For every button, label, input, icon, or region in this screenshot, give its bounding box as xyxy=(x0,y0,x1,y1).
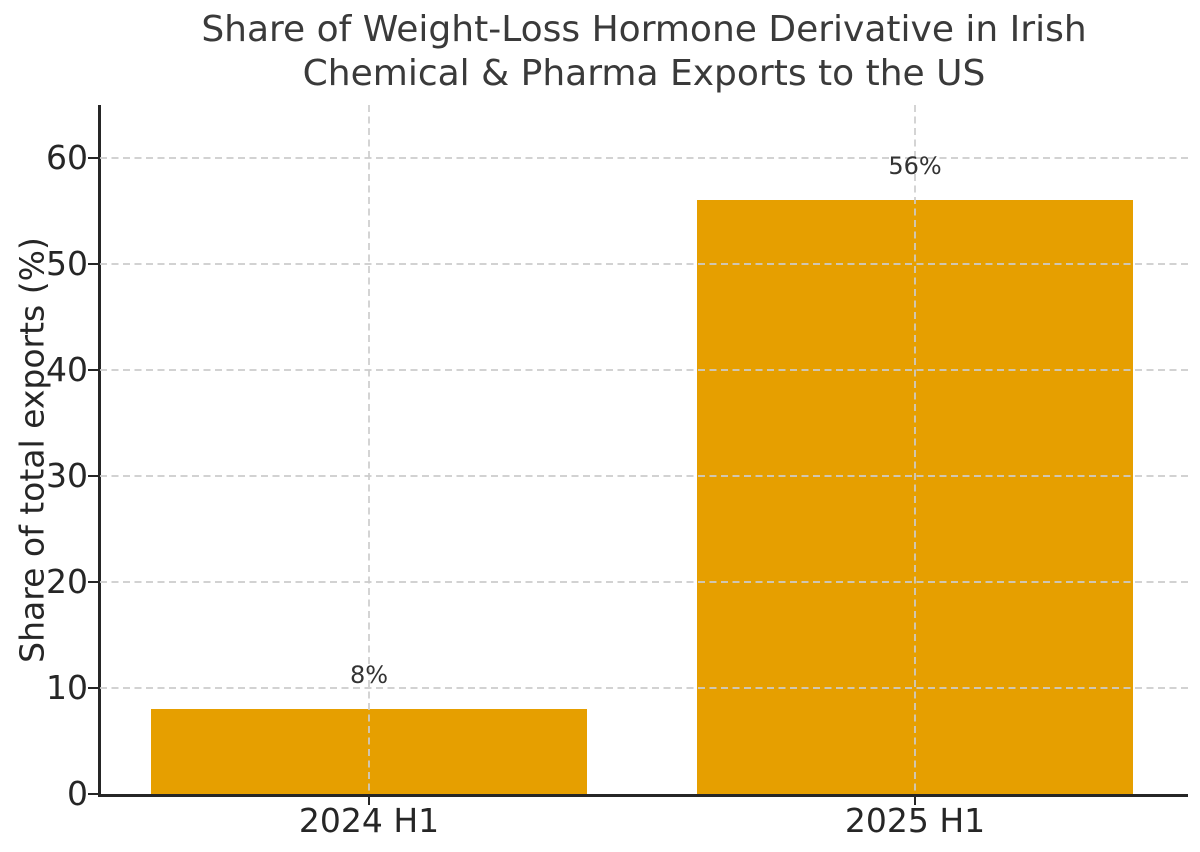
y-tick-mark xyxy=(88,580,98,584)
bar-value-label: 8% xyxy=(349,661,389,690)
y-tick-mark xyxy=(88,474,98,478)
x-tick-mark xyxy=(367,796,371,805)
chart-title: Share of Weight-Loss Hormone Derivative … xyxy=(100,8,1188,96)
y-tick-mark xyxy=(88,792,98,796)
bar-value-label: 56% xyxy=(888,152,942,181)
y-tick-mark xyxy=(88,156,98,160)
y-tick-label: 50 xyxy=(46,244,88,283)
bar-2024-h1 xyxy=(151,709,587,794)
x-tick-label: 2025 H1 xyxy=(844,801,986,840)
x-axis-spine xyxy=(98,794,1188,797)
chart-title-line1: Share of Weight-Loss Hormone Derivative … xyxy=(201,9,1087,50)
y-tick-mark xyxy=(88,686,98,690)
y-tick-mark xyxy=(88,368,98,372)
y-tick-label: 20 xyxy=(46,562,88,601)
y-tick-label: 40 xyxy=(46,350,88,389)
y-tick-label: 30 xyxy=(46,456,88,495)
bar-2025-h1 xyxy=(697,200,1133,794)
y-tick-label: 60 xyxy=(46,138,88,177)
y-axis-spine xyxy=(98,105,101,796)
x-tick-label: 2024 H1 xyxy=(298,801,440,840)
y-tick-label: 10 xyxy=(46,668,88,707)
chart-title-line2: Chemical & Pharma Exports to the US xyxy=(302,53,986,94)
plot-area: 8% 56% xyxy=(100,105,1188,794)
x-tick-mark xyxy=(913,796,917,805)
y-tick-mark xyxy=(88,262,98,266)
y-tick-label: 0 xyxy=(67,774,88,813)
